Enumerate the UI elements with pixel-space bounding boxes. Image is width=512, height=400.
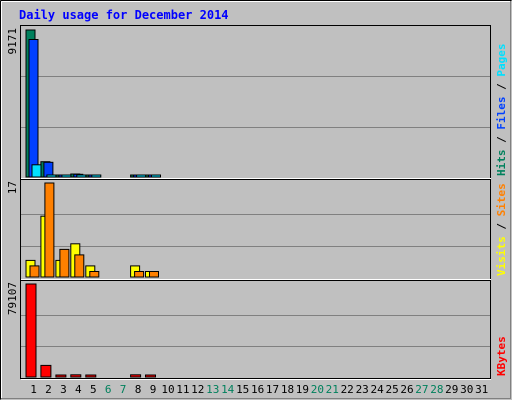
x-tick-label-day-2: 2 bbox=[45, 383, 52, 396]
bar-kbytes-kbytes-day-3 bbox=[55, 374, 67, 378]
x-tick-label-day-24: 24 bbox=[370, 383, 384, 396]
x-tick-label-day-21: 21 bbox=[326, 383, 339, 396]
bars bbox=[25, 29, 161, 378]
bar-visits-sites-day-5 bbox=[89, 271, 100, 278]
x-tick-label-day-9: 9 bbox=[150, 383, 157, 396]
x-tick-label-day-29: 29 bbox=[445, 383, 458, 396]
x-tick-label-day-30: 30 bbox=[460, 383, 473, 396]
x-tick-label-day-4: 4 bbox=[75, 383, 82, 396]
bar-visits-sites-day-9 bbox=[149, 271, 159, 278]
legend-visits-part-1: / bbox=[495, 216, 508, 236]
legends: Hits / Files / Pages Visits / Sites KBytes bbox=[495, 44, 508, 377]
x-tick-label-day-11: 11 bbox=[176, 383, 189, 396]
grid-lines bbox=[21, 76, 490, 347]
legend-hits-part-1: / bbox=[495, 130, 508, 150]
bar-kbytes-kbytes-day-9 bbox=[145, 374, 156, 378]
x-tick-label-day-26: 26 bbox=[400, 383, 413, 396]
max-label-hits: 9171 bbox=[6, 28, 19, 55]
x-tick-label-day-6: 6 bbox=[105, 383, 112, 396]
legend-hits-part-4: Pages bbox=[495, 44, 508, 77]
legend-visits-part-0: Visits bbox=[495, 236, 508, 276]
bar-hits-pages-day-1 bbox=[31, 164, 42, 178]
x-tick-label-day-8: 8 bbox=[135, 383, 142, 396]
max-label-visits: 17 bbox=[6, 181, 19, 194]
legend-visits: Visits / Sites bbox=[495, 183, 508, 276]
x-tick-label-day-18: 18 bbox=[281, 383, 294, 396]
bar-hits-pages-day-2 bbox=[46, 174, 57, 178]
x-tick-label-day-3: 3 bbox=[60, 383, 67, 396]
legend-kbytes: KBytes bbox=[495, 336, 508, 376]
legend-hits-part-2: Files bbox=[495, 97, 508, 130]
x-tick-label-day-23: 23 bbox=[356, 383, 369, 396]
bar-visits-sites-day-3 bbox=[59, 248, 70, 278]
panel-frame-kbytes bbox=[20, 280, 491, 379]
x-axis-labels: 1 2 3 4 5 6 7 8 9 10 11 12 13 14 15 16 17 18 19 20 21 22 23 24 2… bbox=[30, 383, 488, 396]
legend-hits-part-3: / bbox=[495, 77, 508, 97]
bar-visits-sites-day-8 bbox=[134, 271, 145, 278]
bar-hits-pages-day-5 bbox=[91, 174, 102, 178]
x-tick-label-day-12: 12 bbox=[191, 383, 204, 396]
bar-hits-pages-day-4 bbox=[76, 174, 87, 178]
x-tick-label-day-10: 10 bbox=[161, 383, 174, 396]
bar-kbytes-kbytes-day-2 bbox=[40, 364, 52, 378]
x-tick-label-day-1: 1 bbox=[30, 383, 37, 396]
x-tick-label-day-19: 19 bbox=[296, 383, 309, 396]
bar-hits-pages-day-9 bbox=[151, 174, 161, 178]
bar-hits-pages-day-8 bbox=[136, 174, 147, 178]
x-tick-label-day-20: 20 bbox=[311, 383, 324, 396]
legend-hits: Hits / Files / Pages bbox=[495, 44, 508, 177]
x-tick-label-day-15: 15 bbox=[236, 383, 249, 396]
bar-kbytes-kbytes-day-4 bbox=[70, 374, 82, 378]
x-tick-label-day-14: 14 bbox=[221, 383, 235, 396]
bar-hits-files-day-1 bbox=[28, 39, 39, 178]
x-tick-label-day-27: 27 bbox=[415, 383, 428, 396]
bar-kbytes-kbytes-day-8 bbox=[130, 374, 142, 378]
x-tick-label-day-17: 17 bbox=[266, 383, 279, 396]
legend-kbytes-part-0: KBytes bbox=[495, 336, 508, 376]
x-tick-label-day-22: 22 bbox=[341, 383, 354, 396]
chart-title: Daily usage for December 2014 bbox=[19, 8, 229, 22]
x-tick-label-day-5: 5 bbox=[90, 383, 97, 396]
bar-visits-sites-day-2 bbox=[44, 182, 55, 278]
x-tick-label-day-7: 7 bbox=[120, 383, 127, 396]
bar-visits-sites-day-4 bbox=[74, 254, 85, 278]
x-tick-label-day-31: 31 bbox=[475, 383, 488, 396]
bar-visits-sites-day-1 bbox=[29, 265, 40, 278]
bar-hits-pages-day-3 bbox=[61, 174, 72, 178]
bar-kbytes-kbytes-day-5 bbox=[85, 374, 97, 378]
x-tick-label-day-13: 13 bbox=[206, 383, 219, 396]
x-tick-label-day-16: 16 bbox=[251, 383, 264, 396]
max-label-kbytes: 79107 bbox=[6, 282, 19, 315]
legend-visits-part-2: Sites bbox=[495, 183, 508, 216]
legend-hits-part-0: Hits bbox=[495, 150, 508, 177]
x-tick-label-day-28: 28 bbox=[430, 383, 443, 396]
x-tick-label-day-25: 25 bbox=[385, 383, 398, 396]
bar-kbytes-kbytes-day-1 bbox=[25, 283, 37, 378]
